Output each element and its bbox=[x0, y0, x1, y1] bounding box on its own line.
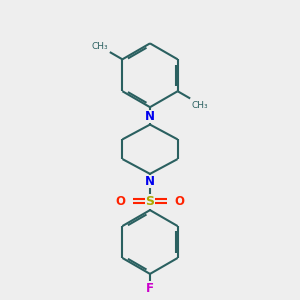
Text: S: S bbox=[146, 195, 154, 208]
Text: CH₃: CH₃ bbox=[92, 42, 108, 51]
Text: O: O bbox=[116, 195, 126, 208]
Text: O: O bbox=[174, 195, 184, 208]
Text: N: N bbox=[145, 110, 155, 123]
Text: F: F bbox=[146, 282, 154, 295]
Text: CH₃: CH₃ bbox=[192, 101, 208, 110]
Text: N: N bbox=[145, 175, 155, 188]
